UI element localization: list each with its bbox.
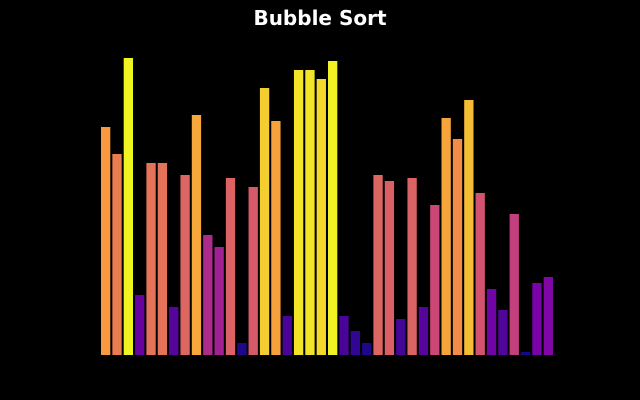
- bar: [452, 139, 463, 355]
- bar: [203, 235, 213, 355]
- bar: [180, 175, 190, 355]
- bar: [520, 352, 531, 355]
- bar: [293, 70, 304, 355]
- bar: [464, 100, 474, 355]
- bar: [157, 163, 168, 355]
- bar: [373, 175, 383, 355]
- bar: [214, 247, 224, 355]
- bar: [543, 277, 553, 355]
- bar: [169, 307, 179, 355]
- bar: [225, 178, 236, 355]
- bar: [509, 214, 519, 355]
- bar: [339, 316, 349, 355]
- bar: [316, 79, 326, 355]
- bar: [135, 295, 145, 355]
- bar: [112, 154, 122, 355]
- bar: [101, 127, 111, 355]
- bar: [362, 343, 372, 355]
- bar: [271, 121, 281, 355]
- bar: [191, 115, 202, 355]
- bar: [441, 118, 451, 355]
- bar: [532, 283, 542, 355]
- bar: [123, 58, 134, 355]
- bar: [305, 70, 315, 355]
- bar: [498, 310, 508, 355]
- bar: [350, 331, 361, 355]
- bar: [248, 187, 258, 355]
- bar: [282, 316, 292, 355]
- bar: [328, 61, 338, 355]
- bar: [475, 193, 485, 355]
- bar: [396, 319, 406, 355]
- bar: [418, 307, 429, 355]
- bar: [384, 181, 395, 355]
- bar: [146, 163, 156, 355]
- bar: [259, 88, 270, 355]
- bar: [237, 343, 247, 355]
- bar: [407, 178, 417, 355]
- bar: [430, 205, 440, 355]
- chart-title: Bubble Sort: [253, 6, 387, 30]
- bar: [486, 289, 497, 355]
